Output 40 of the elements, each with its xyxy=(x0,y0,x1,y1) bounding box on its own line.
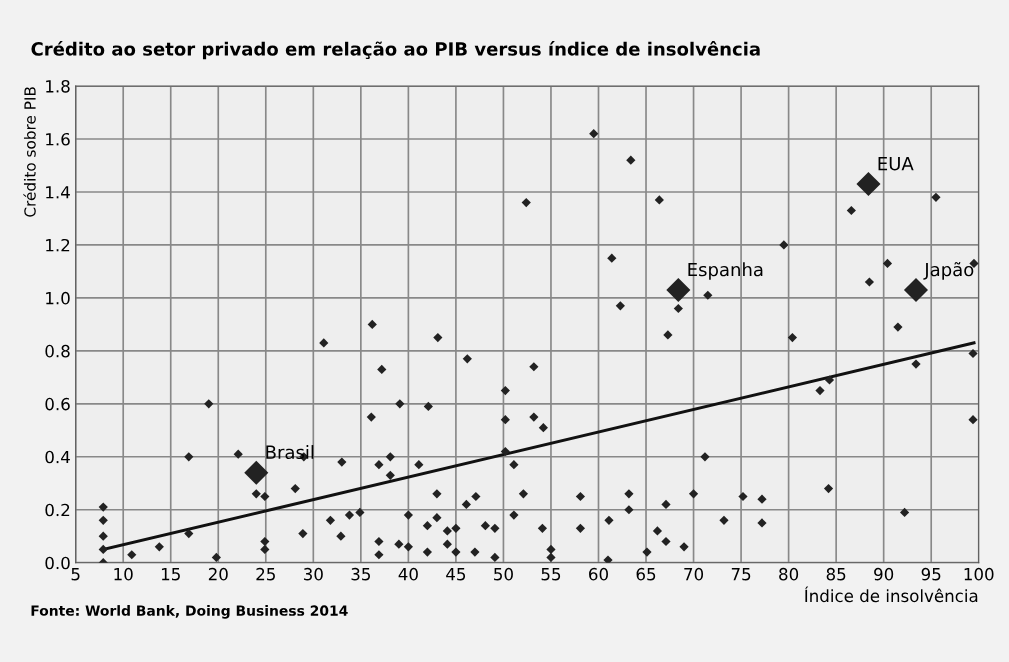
y-tick-label: 1.8 xyxy=(46,80,70,93)
x-tick-label: 15 xyxy=(161,568,180,581)
y-tick-label: 0.6 xyxy=(45,397,70,411)
x-tick-label: 5 xyxy=(71,568,80,581)
y-tick-label: 1.0 xyxy=(46,291,70,305)
x-tick-label: 90 xyxy=(874,567,894,581)
x-tick-label: 40 xyxy=(398,567,418,581)
annotation: Brasil xyxy=(266,445,314,460)
x-tick-label: 75 xyxy=(731,568,751,581)
y-axis-title: Crédito sobre PIB xyxy=(23,87,36,217)
source-note: Fonte: World Bank, Doing Business 2014 xyxy=(31,605,348,619)
y-tick-label: 0.4 xyxy=(45,450,70,464)
x-tick-label: 80 xyxy=(779,567,799,581)
x-tick-label: 20 xyxy=(208,567,228,581)
y-tick-label: 1.4 xyxy=(46,186,70,199)
x-tick-label: 85 xyxy=(826,567,846,581)
annotation: Espanha xyxy=(688,262,763,280)
x-tick-label: 70 xyxy=(684,567,704,581)
x-tick-label: 10 xyxy=(114,567,133,581)
point xyxy=(856,172,881,197)
y-tick-label: 0.8 xyxy=(45,344,70,358)
x-axis-title: Índice de insolvência xyxy=(805,586,978,603)
y-tick-label: 0.0 xyxy=(45,556,70,570)
x-tick-label: 60 xyxy=(589,567,608,581)
x-tick-label: 50 xyxy=(494,567,513,581)
x-tick-label: 45 xyxy=(446,568,466,581)
x-tick-label: 100 xyxy=(964,567,994,581)
x-tick-label: 25 xyxy=(256,567,275,581)
x-tick-label: 55 xyxy=(541,568,561,581)
x-tick-label: 30 xyxy=(303,567,323,581)
point xyxy=(244,460,269,485)
annotation: Japão xyxy=(923,262,974,280)
chart-title: Crédito ao setor privado em relação ao PIB versus índice de insolvência xyxy=(31,41,760,60)
x-tick-label: 95 xyxy=(921,567,941,581)
y-tick-label: 1.2 xyxy=(46,238,70,252)
annotation: EUA xyxy=(878,156,914,171)
x-tick-label: 65 xyxy=(636,567,656,581)
y-tick-label: 0.2 xyxy=(45,503,70,517)
x-tick-label: 35 xyxy=(351,567,370,581)
y-tick-label: 1.6 xyxy=(46,132,70,146)
